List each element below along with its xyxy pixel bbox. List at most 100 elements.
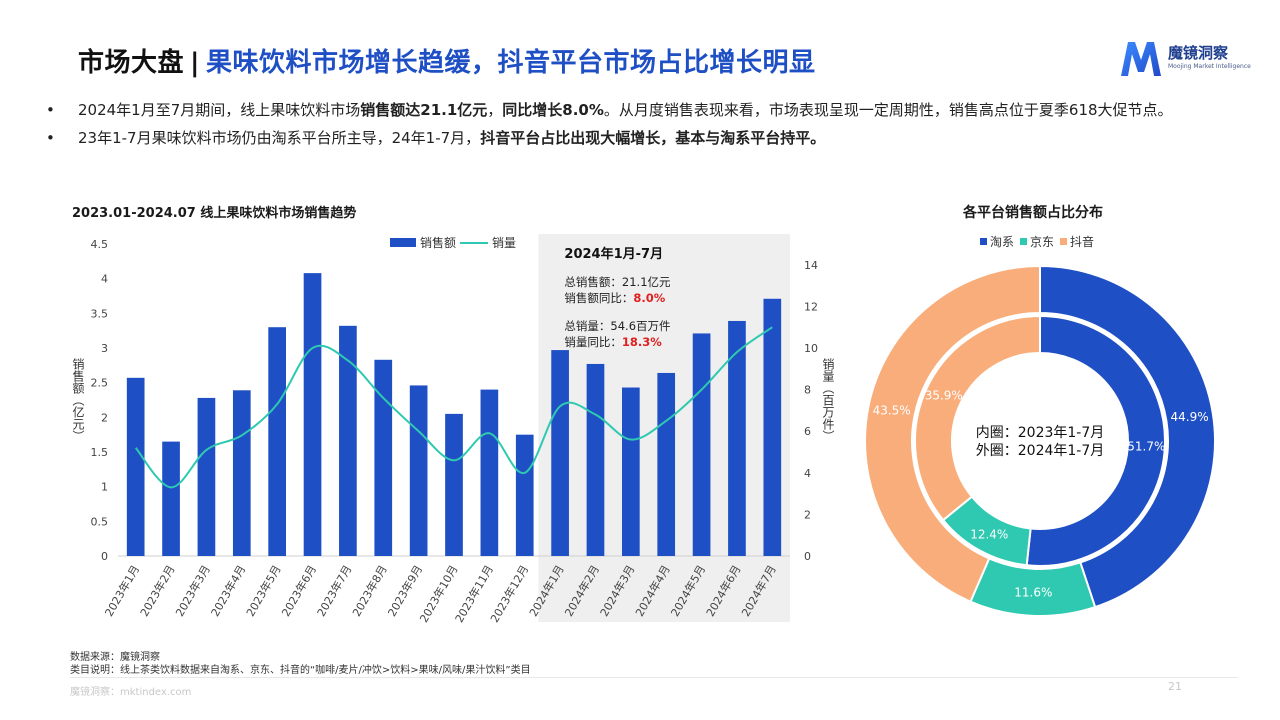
- bar-sales-5: [268, 327, 286, 556]
- brand-logo: 魔镜洞察 Moojing Market Intelligence: [1118, 38, 1251, 78]
- line-volume: [134, 326, 773, 489]
- inner-slice-label: 51.7%: [1127, 440, 1165, 454]
- inner-slice-label: 12.4%: [970, 528, 1008, 542]
- highlight-line: 总销售额：21.1亿元: [564, 275, 671, 289]
- y2-axis-label: 销量（百万件）: [821, 358, 835, 442]
- x-tick-label: 2023年1月: [102, 563, 143, 619]
- legend-label: 抖音: [1070, 234, 1094, 249]
- inner-slice-淘系: [1025, 314, 1166, 567]
- highlight-line-value: 18.3%: [622, 335, 662, 349]
- inner-slice-label: 35.9%: [925, 388, 963, 402]
- highlight-line: 销售额同比：8.0%: [564, 291, 665, 305]
- title-prefix: 市场大盘: [78, 48, 185, 78]
- footer-divider: [70, 677, 1238, 678]
- bar-sales-9: [409, 385, 428, 556]
- bar-sales-12: [515, 434, 534, 556]
- platform-share-donut-chart: 51.7% 12.4% 35.9% 44.9% 11.6% 43.5% 内圈：2023年1-…: [864, 234, 1216, 617]
- bullet-item: • 23年1-7月果味饮料市场仍由淘系平台所主导，24年1-7月，抖音平台占比出现…: [46, 126, 1236, 151]
- highlight-line: 销量同比：18.3%: [564, 335, 662, 349]
- y-tick-label: 4: [101, 273, 108, 286]
- y-tick-label: 0: [101, 550, 108, 563]
- footer-note: 类目说明：线上茶类饮料数据来自淘系、京东、抖音的“咖啡/麦片/冲饮>饮料>果味/…: [70, 665, 531, 676]
- x-tick-label: 2023年3月: [172, 563, 213, 619]
- page-number: 21: [1168, 680, 1182, 693]
- highlight-line-label: 销量同比：: [564, 335, 622, 349]
- summary-bullets: • 2024年1月至7月期间，线上果味饮料市场销售额达21.1亿元，同比增长8.0…: [46, 98, 1236, 154]
- bar-sales-1: [126, 377, 145, 556]
- donut-center-text: 外圈：2024年1-7月: [976, 443, 1105, 459]
- bar-sales-14: [586, 363, 605, 556]
- x-tick-label: 2023年8月: [349, 563, 390, 619]
- x-tick-label: 2023年7月: [314, 563, 355, 619]
- footer-source: 数据来源：魔镜洞察: [70, 652, 160, 663]
- legend-swatch-淘系: [980, 238, 987, 245]
- x-tick-label: 2023年9月: [385, 563, 426, 619]
- highlight-line-label: 总销量：: [564, 319, 610, 333]
- legend-label: 淘系: [990, 235, 1014, 249]
- y-tick-label: 3: [101, 342, 108, 355]
- y2-tick-label: 6: [804, 425, 811, 438]
- y2-tick-label: 14: [804, 259, 818, 272]
- bar-sales-19: [763, 298, 782, 556]
- donut-legend: 淘系 京东 抖音: [980, 234, 1094, 249]
- sales-trend-chart: 0 0.5 1 1.5 2 2.5 3 3.5 4 4.5 0 2 4 6 8 10 12 14 销售额（亿元） 销量…: [71, 234, 835, 625]
- bar-sales-15: [622, 387, 640, 556]
- bar-chart-title: 2023.01-2024.07 线上果味饮料市场销售趋势: [72, 206, 357, 221]
- y2-tick-label: 12: [804, 300, 818, 313]
- outer-slice-label: 11.6%: [1014, 585, 1052, 599]
- y-tick-label: 2: [101, 411, 108, 424]
- bullet-emphasis: 抖音平台占比出现大幅增长，基本与淘系平台持平。: [480, 129, 826, 147]
- bar-sales-3: [197, 397, 216, 556]
- bullet-text: ，: [487, 101, 503, 119]
- y2-tick-label: 2: [804, 508, 811, 521]
- y-tick-label: 4.5: [91, 238, 109, 251]
- highlight-line-label: 总销售额：: [564, 275, 622, 289]
- x-tick-label: 2023年2月: [137, 563, 178, 619]
- y-axis-label: 销售额（亿元）: [71, 358, 85, 442]
- donut-center-text: 内圈：2023年1-7月: [976, 425, 1105, 441]
- footer-site: 魔镜洞察：mktindex.com: [70, 687, 192, 698]
- highlight-title: 2024年1月-7月: [564, 246, 663, 262]
- legend-swatch-抖音: [1060, 238, 1067, 245]
- bar-sales-4: [232, 390, 251, 556]
- highlight-line-value: 21.1亿元: [622, 275, 671, 289]
- bullet-dot: •: [46, 129, 55, 147]
- y-tick-label: 2.5: [91, 377, 109, 390]
- bullet-text: 。从月度销售表现来看，市场表现呈现一定周期性，销售高点位于夏季618大促节点。: [603, 101, 1173, 119]
- legend-label-sales: 销售额: [420, 235, 456, 250]
- x-tick-label: 2023年4月: [208, 563, 249, 619]
- bar-sales-16: [657, 372, 676, 556]
- outer-slice-抖音: [864, 264, 1041, 603]
- logo-text: 魔镜洞察: [1168, 44, 1229, 62]
- bullet-dot: •: [46, 101, 55, 119]
- bar-sales-2: [162, 441, 180, 556]
- bar-sales-8: [374, 359, 393, 556]
- highlight-line-value: 54.6百万件: [610, 319, 670, 333]
- bullet-item: • 2024年1月至7月期间，线上果味饮料市场销售额达21.1亿元，同比增长8.0…: [46, 98, 1236, 123]
- legend-swatch-京东: [1020, 238, 1027, 245]
- bar-sales-6: [303, 273, 322, 556]
- highlight-line-label: 销售额同比：: [564, 291, 633, 305]
- bullet-emphasis: 销售额达21.1亿元: [360, 101, 488, 119]
- bullet-text: 23年1-7月果味饮料市场仍由淘系平台所主导，24年1-7月，: [78, 129, 481, 147]
- highlight-line: 总销量：54.6百万件: [564, 319, 670, 333]
- outer-slice-淘系: [1039, 264, 1216, 609]
- bar-sales-13: [551, 350, 569, 556]
- chart-legend: 销售额 销量: [390, 235, 516, 250]
- page-title: 市场大盘 | 果味饮料市场增长趋缓，抖音平台市场占比增长明显: [78, 42, 816, 79]
- y2-tick-label: 8: [804, 384, 811, 397]
- y2-tick-label: 10: [804, 342, 818, 355]
- bar-sales-17: [692, 333, 711, 556]
- logo-subtext: Moojing Market Intelligence: [1168, 63, 1251, 70]
- legend-swatch-sales: [390, 238, 416, 247]
- bar-sales-11: [480, 389, 499, 556]
- bar-sales-18: [728, 320, 746, 556]
- outer-slice-label: 43.5%: [873, 403, 911, 417]
- title-main: 果味饮料市场增长趋缓，抖音平台市场占比增长明显: [206, 48, 816, 78]
- bullet-text: 2024年1月至7月期间，线上果味饮料市场: [78, 101, 361, 119]
- title-separator: |: [190, 48, 201, 78]
- x-tick-label: 2023年6月: [279, 563, 320, 619]
- bullet-emphasis: 同比增长8.0%: [502, 101, 604, 119]
- bar-sales-7: [339, 325, 357, 556]
- y2-tick-label: 4: [804, 467, 811, 480]
